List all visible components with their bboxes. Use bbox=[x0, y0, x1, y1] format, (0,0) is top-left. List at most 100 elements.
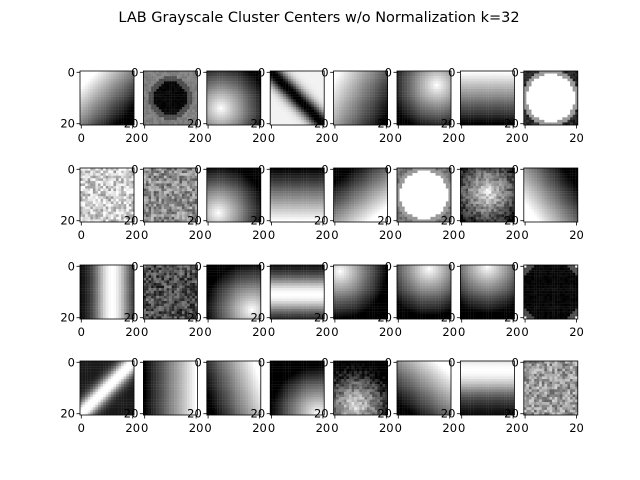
y-tick-label: 20 bbox=[441, 117, 456, 131]
heatmap-cell bbox=[504, 76, 507, 79]
heatmap-cell bbox=[169, 168, 172, 171]
heatmap-cell bbox=[377, 83, 381, 87]
heatmap-cell bbox=[285, 117, 289, 121]
heatmap-cell bbox=[209, 89, 213, 92]
heatmap-cell bbox=[379, 112, 383, 115]
heatmap-cell bbox=[145, 201, 149, 205]
x-tick-label: 0 bbox=[78, 131, 85, 145]
heatmap-cell bbox=[126, 99, 130, 103]
heatmap-cell bbox=[156, 180, 159, 184]
heatmap-cell bbox=[430, 83, 434, 87]
heatmap-cell bbox=[536, 73, 540, 77]
heatmap-cell bbox=[562, 78, 566, 82]
heatmap-cell bbox=[224, 109, 228, 113]
heatmap-cell bbox=[148, 204, 152, 207]
heatmap-cell bbox=[247, 175, 251, 179]
heatmap-cell bbox=[295, 73, 299, 77]
heatmap-cell bbox=[346, 96, 350, 100]
x-tick-label: 20 bbox=[569, 131, 584, 145]
heatmap-cell bbox=[123, 211, 127, 215]
heatmap-cell bbox=[229, 170, 233, 174]
heatmap-cell bbox=[475, 91, 479, 95]
heatmap-cell bbox=[377, 109, 381, 113]
heatmap-cell bbox=[462, 91, 466, 95]
heatmap-cell bbox=[359, 109, 363, 113]
heatmap-cell bbox=[409, 104, 413, 108]
heatmap-cell bbox=[163, 211, 167, 215]
heatmap-cell bbox=[187, 112, 190, 115]
heatmap-cell bbox=[412, 83, 416, 87]
heatmap-cell bbox=[343, 76, 347, 79]
heatmap-cell bbox=[166, 117, 170, 121]
heatmap-cell bbox=[126, 219, 130, 223]
heatmap-cell bbox=[224, 94, 228, 97]
heatmap-cell bbox=[275, 122, 279, 126]
heatmap-cell bbox=[87, 211, 91, 215]
heatmap-cell bbox=[128, 101, 132, 105]
heatmap-cell bbox=[192, 96, 195, 100]
heatmap-cell bbox=[295, 91, 299, 95]
heatmap-cell bbox=[298, 81, 302, 85]
heatmap-cell bbox=[158, 175, 162, 179]
heatmap-cell bbox=[509, 107, 512, 110]
heatmap-cell bbox=[417, 104, 421, 108]
heatmap-cell bbox=[229, 99, 233, 103]
heatmap-cell bbox=[295, 89, 299, 92]
heatmap-cell bbox=[404, 107, 408, 110]
heatmap-cell bbox=[87, 191, 91, 194]
heatmap-cell bbox=[227, 81, 231, 85]
heatmap-cell bbox=[92, 71, 96, 74]
heatmap-cell bbox=[493, 107, 497, 110]
heatmap-cell bbox=[559, 99, 563, 103]
heatmap-cell bbox=[567, 71, 571, 74]
heatmap-cell bbox=[128, 119, 132, 123]
heatmap-cell bbox=[498, 83, 502, 87]
heatmap-cell bbox=[298, 89, 302, 92]
heatmap-cell bbox=[275, 109, 279, 113]
heatmap-cell bbox=[379, 101, 383, 105]
heatmap-cell bbox=[126, 71, 130, 74]
heatmap-cell bbox=[511, 109, 515, 113]
heatmap-cell bbox=[336, 81, 339, 85]
heatmap-cell bbox=[319, 78, 322, 82]
heatmap-cell bbox=[435, 78, 439, 82]
heatmap-cell bbox=[121, 188, 124, 192]
heatmap-cell bbox=[82, 94, 86, 97]
heatmap-cell bbox=[87, 76, 91, 79]
heatmap-cell bbox=[435, 91, 439, 95]
heatmap-cell bbox=[108, 107, 112, 110]
heatmap-cell bbox=[425, 76, 429, 79]
heatmap-cell bbox=[179, 214, 183, 218]
heatmap-cell bbox=[285, 73, 289, 77]
heatmap-cell bbox=[156, 214, 159, 218]
heatmap-cell bbox=[412, 119, 416, 123]
heatmap-cell bbox=[308, 119, 312, 123]
heatmap-cell bbox=[470, 76, 474, 79]
heatmap-cell bbox=[118, 173, 122, 176]
heatmap-cell bbox=[541, 81, 545, 85]
heatmap-cell bbox=[211, 73, 215, 77]
heatmap-cell bbox=[108, 86, 112, 90]
heatmap-cell bbox=[420, 119, 423, 123]
heatmap-cell bbox=[283, 168, 286, 171]
heatmap-cell bbox=[321, 101, 325, 105]
heatmap-cell bbox=[534, 114, 537, 118]
heatmap-cell bbox=[237, 198, 241, 202]
heatmap-cell bbox=[399, 112, 403, 115]
heatmap-cell bbox=[250, 73, 254, 77]
heatmap-cell bbox=[470, 81, 474, 85]
heatmap-cell bbox=[128, 114, 132, 118]
heatmap-cell bbox=[397, 114, 400, 118]
heatmap-cell bbox=[217, 201, 220, 205]
heatmap-cell bbox=[361, 91, 365, 95]
heatmap-cell bbox=[382, 119, 386, 123]
heatmap-cell bbox=[258, 86, 261, 90]
heatmap-cell bbox=[541, 83, 545, 87]
heatmap-cell bbox=[346, 71, 350, 74]
heatmap-cell bbox=[501, 104, 505, 108]
heatmap-cell bbox=[169, 78, 172, 82]
heatmap-cell bbox=[194, 186, 198, 189]
heatmap-cell bbox=[100, 196, 104, 200]
heatmap-cell bbox=[303, 96, 307, 100]
heatmap-cell bbox=[277, 99, 281, 103]
